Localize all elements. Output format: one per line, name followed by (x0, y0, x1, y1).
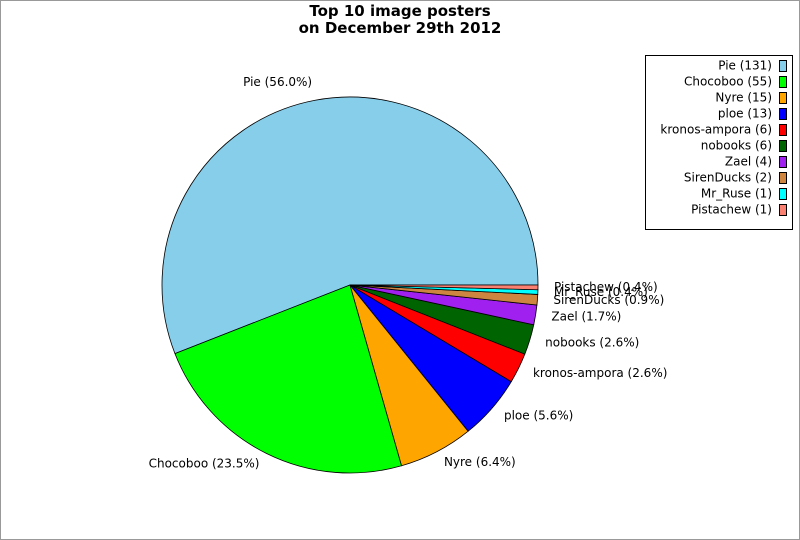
legend-swatch (779, 188, 787, 200)
legend-swatch (779, 92, 787, 104)
slice-label: Nyre (6.4%) (444, 455, 516, 469)
slice-label: ploe (5.6%) (504, 409, 573, 423)
slice-label: Zael (1.7%) (551, 309, 621, 323)
legend-label: Mr_Ruse (1) (701, 187, 772, 201)
legend-swatch (779, 108, 787, 120)
legend-swatch (779, 60, 787, 72)
legend-label: Chocoboo (55) (684, 75, 772, 89)
chart-title: Top 10 image posters on December 29th 20… (298, 2, 502, 37)
slice-label: nobooks (2.6%) (545, 336, 639, 350)
slice-label: Pie (56.0%) (243, 75, 312, 89)
legend-label: Zael (4) (725, 155, 772, 169)
slice-label: Pistachew (0.4%) (554, 280, 658, 294)
legend-label: ploe (13) (718, 107, 772, 121)
legend-label: Nyre (15) (715, 91, 772, 105)
legend-swatch (779, 204, 787, 216)
legend-box (645, 55, 793, 230)
legend-label: SirenDucks (2) (684, 171, 772, 185)
legend-swatch (779, 124, 787, 136)
pie-slice (349, 284, 539, 291)
pie-slice (161, 96, 539, 355)
slice-label: kronos-ampora (2.6%) (533, 366, 667, 380)
legend-swatch (779, 76, 787, 88)
slice-label: Chocoboo (23.5%) (149, 457, 260, 471)
slice-label: SirenDucks (0.9%) (553, 293, 664, 307)
legend-swatch (779, 156, 787, 168)
legend-label: Pie (131) (718, 59, 772, 73)
legend-label: nobooks (6) (701, 139, 772, 153)
slice-label: Mr_Ruse (0.4%) (554, 285, 648, 299)
legend-swatch (779, 140, 787, 152)
legend-label: Pistachew (1) (691, 203, 772, 217)
pie-slice (174, 284, 403, 474)
legend-label: kronos-ampora (6) (660, 123, 772, 137)
legend-swatch (779, 172, 787, 184)
